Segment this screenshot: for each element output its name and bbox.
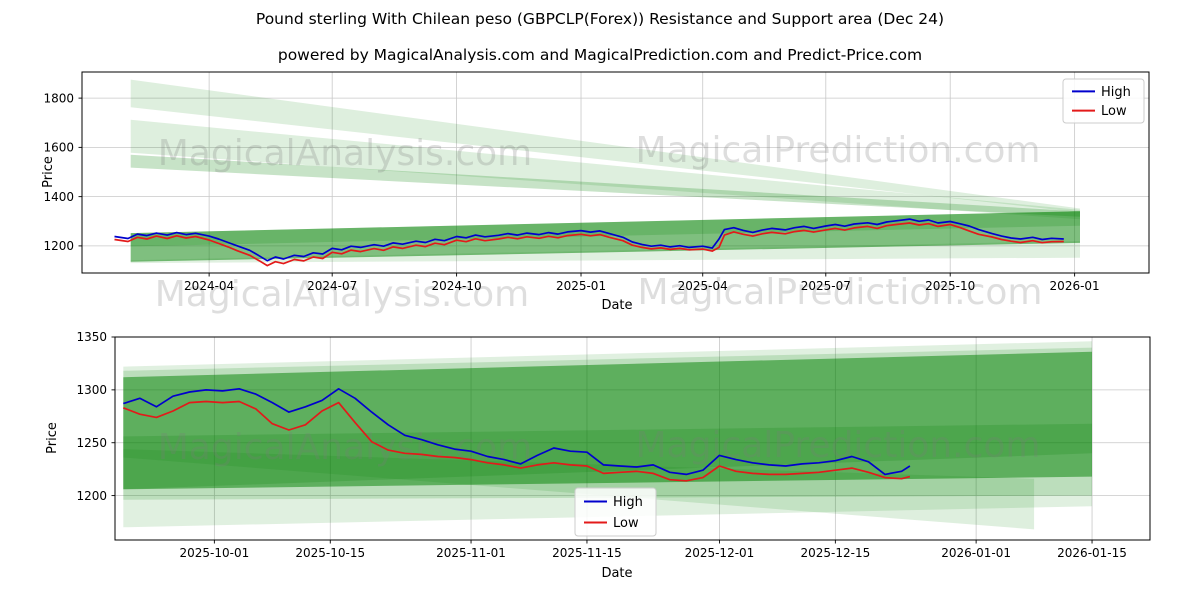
legend-high-label: High	[613, 495, 643, 510]
watermark-text: MagicalAnalysis.com	[155, 274, 529, 315]
bottom-chart: MagicalAnalysis.com MagicalPrediction.com…	[45, 330, 1151, 581]
y-tick-label: 1200	[76, 489, 107, 503]
y-tick-label: 1250	[76, 436, 107, 450]
x-tick-label: 2025-10-15	[295, 546, 365, 560]
y-tick-label: 1350	[76, 330, 107, 344]
bands-layer	[130, 79, 1080, 264]
watermark-text: MagicalPrediction.com	[638, 272, 1043, 313]
x-tick-label: 2025-01	[556, 279, 606, 293]
watermark-text: MagicalAnalysis.com	[158, 427, 532, 468]
low-line	[114, 222, 1064, 267]
axes-border	[81, 71, 1150, 274]
x-tick-label: 2025-11-15	[552, 546, 622, 560]
x-tick-label: 2026-01-01	[941, 546, 1011, 560]
x-axis-label: Date	[601, 298, 632, 313]
x-tick-label: 2025-10-01	[179, 546, 249, 560]
legend-low-label: Low	[1101, 104, 1127, 119]
top-chart: MagicalAnalysis.com MagicalPrediction.com…	[41, 71, 1150, 315]
x-tick-label: 2024-04	[184, 279, 234, 293]
legend-box	[574, 487, 657, 537]
y-tick-label: 1200	[43, 239, 74, 253]
support-resistance-band	[130, 119, 1080, 220]
y-tick-label: 1600	[43, 141, 74, 155]
figure-title: Pound sterling With Chilean peso (GBPCLP…	[255, 10, 945, 28]
legend: High Low	[574, 487, 657, 537]
support-resistance-band	[130, 154, 1080, 217]
x-tick-label: 2025-12-01	[685, 546, 755, 560]
y-tick-label: 1400	[43, 190, 74, 204]
support-resistance-band	[123, 351, 1093, 490]
x-tick-label: 2025-07	[801, 279, 851, 293]
x-axis-label: Date	[601, 566, 632, 581]
x-tick-label: 2026-01	[1050, 279, 1100, 293]
y-axis-label: Price	[41, 156, 56, 188]
legend-low-label: Low	[613, 516, 639, 531]
y-tick-label: 1300	[76, 383, 107, 397]
x-tick-label: 2024-10	[432, 279, 482, 293]
axes-border	[114, 336, 1151, 541]
x-tick-label: 2025-12-15	[800, 546, 870, 560]
y-tick-label: 1800	[43, 91, 74, 105]
x-tick-label: 2025-11-01	[436, 546, 506, 560]
legend: High Low	[1062, 78, 1145, 124]
legend-box	[1062, 78, 1145, 124]
figure-subtitle: powered by MagicalAnalysis.com and Magic…	[277, 46, 923, 64]
high-line	[123, 387, 911, 476]
support-resistance-band	[123, 423, 1093, 490]
bands-layer	[123, 341, 1093, 530]
watermark-text: MagicalAnalysis.com	[158, 133, 532, 174]
high-line	[114, 218, 1064, 262]
x-tick-label: 2024-07	[307, 279, 357, 293]
x-tick-label: 2025-04	[678, 279, 728, 293]
low-line	[122, 400, 911, 482]
legend-high-label: High	[1101, 85, 1131, 100]
support-resistance-band	[130, 241, 1080, 264]
y-axis-label: Price	[45, 422, 60, 454]
support-resistance-band	[130, 79, 1080, 213]
x-tick-label: 2025-10	[925, 279, 975, 293]
watermark-text: MagicalPrediction.com	[636, 130, 1041, 171]
x-tick-label: 2026-01-15	[1057, 546, 1127, 560]
